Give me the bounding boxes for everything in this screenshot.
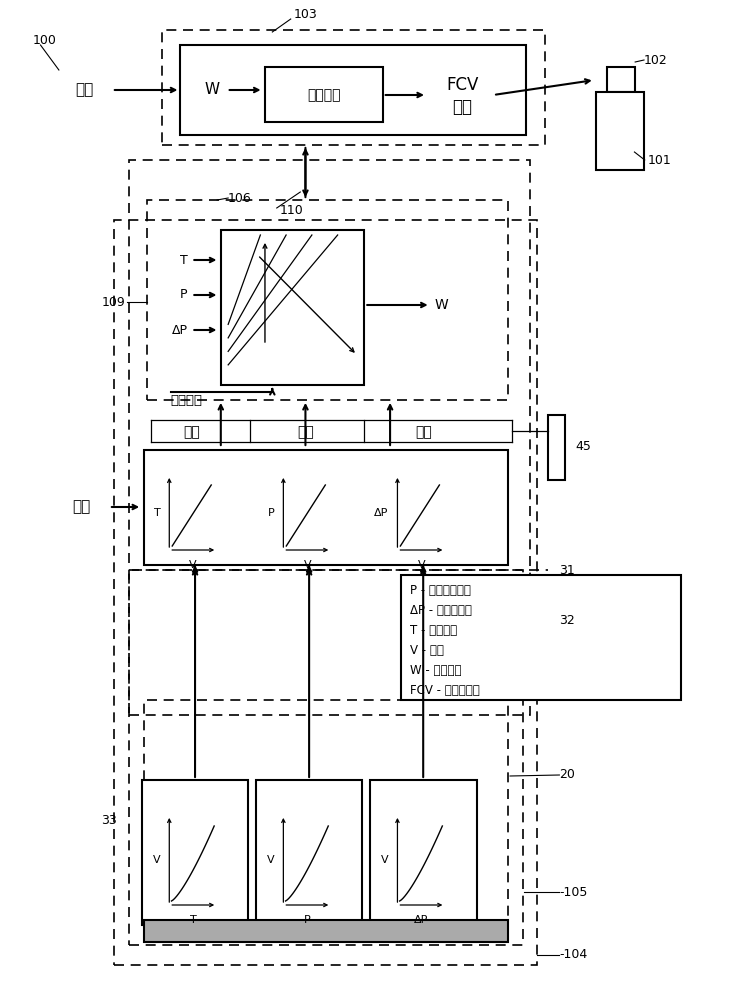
- Text: 电源: 电源: [72, 499, 90, 514]
- Text: 控制逻辑: 控制逻辑: [307, 88, 341, 102]
- Bar: [548, 415, 565, 480]
- Text: 45: 45: [576, 440, 592, 454]
- Bar: [129, 160, 530, 715]
- Text: 109: 109: [102, 296, 125, 308]
- Text: P: P: [180, 288, 188, 302]
- Text: W: W: [205, 83, 219, 98]
- Text: ΔP - 流体压力差: ΔP - 流体压力差: [410, 604, 472, 618]
- Text: T - 流体温度: T - 流体温度: [410, 624, 457, 638]
- Bar: [221, 230, 364, 385]
- Bar: [596, 92, 644, 170]
- Text: 压差: 压差: [415, 425, 431, 439]
- Bar: [607, 67, 635, 92]
- Bar: [180, 45, 526, 135]
- Text: ΔP: ΔP: [414, 915, 428, 925]
- Bar: [129, 570, 523, 945]
- Text: 20: 20: [559, 768, 576, 782]
- Text: V: V: [381, 855, 389, 865]
- Text: W: W: [435, 298, 448, 312]
- Text: ΔP: ΔP: [171, 324, 188, 336]
- Text: 压力: 压力: [297, 425, 314, 439]
- Bar: [144, 700, 508, 935]
- Text: 101: 101: [648, 153, 671, 166]
- Text: V: V: [189, 560, 197, 570]
- Text: 31: 31: [559, 564, 575, 576]
- Text: FCV: FCV: [446, 76, 478, 94]
- Text: 103: 103: [294, 8, 317, 21]
- Text: 命令: 命令: [452, 98, 473, 116]
- Text: 校准常数: 校准常数: [171, 393, 202, 406]
- Bar: [114, 220, 537, 965]
- Bar: [256, 780, 362, 925]
- Bar: [147, 200, 508, 400]
- Text: W - 流体流量: W - 流体流量: [410, 665, 461, 678]
- Bar: [144, 450, 508, 565]
- Text: 32: 32: [559, 613, 575, 626]
- Text: 102: 102: [644, 53, 668, 66]
- Text: T: T: [180, 253, 188, 266]
- Bar: [141, 780, 249, 925]
- Text: 温度: 温度: [183, 425, 199, 439]
- Bar: [369, 780, 477, 925]
- Bar: [265, 67, 383, 122]
- Text: V: V: [153, 855, 160, 865]
- Text: 33: 33: [102, 814, 117, 826]
- Text: T: T: [190, 915, 197, 925]
- Text: FCV - 流体控制阀: FCV - 流体控制阀: [410, 685, 480, 698]
- Text: -104: -104: [559, 948, 587, 962]
- Bar: [162, 30, 545, 145]
- Text: ΔP: ΔP: [374, 508, 389, 518]
- Bar: [401, 575, 681, 700]
- Text: -105: -105: [559, 886, 588, 898]
- Bar: [144, 920, 508, 942]
- Text: 100: 100: [33, 33, 57, 46]
- Text: T: T: [154, 508, 160, 518]
- Text: V: V: [303, 560, 311, 570]
- Text: V: V: [417, 560, 425, 570]
- Text: V: V: [267, 855, 275, 865]
- Text: P: P: [268, 508, 275, 518]
- Text: 106: 106: [228, 192, 252, 205]
- Text: V - 电压: V - 电压: [410, 645, 444, 658]
- Text: 110: 110: [280, 204, 303, 217]
- Text: P - 上游流体压力: P - 上游流体压力: [410, 584, 471, 597]
- Text: P: P: [304, 915, 311, 925]
- Text: 电源: 电源: [76, 83, 93, 98]
